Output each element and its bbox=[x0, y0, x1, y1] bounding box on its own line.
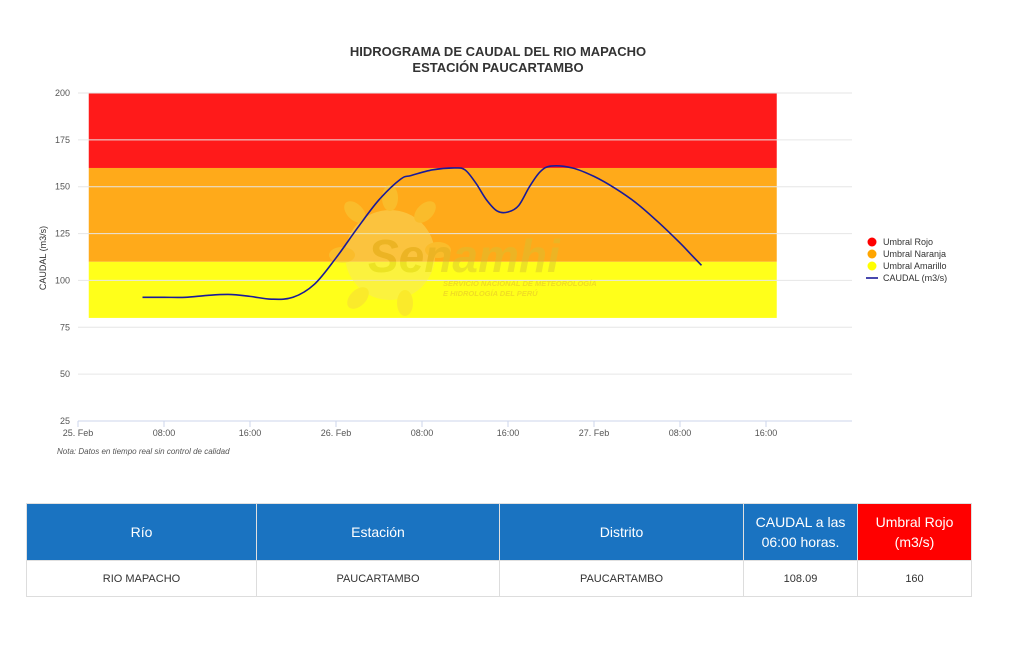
y-tick-label: 200 bbox=[55, 88, 70, 98]
watermark-tagline-2: E HIDROLOGÍA DEL PERÚ bbox=[443, 289, 538, 298]
band-umbral-rojo bbox=[88, 93, 777, 168]
chart-subtitle: ESTACIÓN PAUCARTAMBO bbox=[412, 60, 583, 75]
x-tick-label: 16:00 bbox=[497, 428, 520, 438]
x-tick-label: 16:00 bbox=[239, 428, 262, 438]
chart-svg: HIDROGRAMA DE CAUDAL DEL RIO MAPACHO EST… bbox=[38, 44, 947, 456]
chart-legend: Umbral Rojo Umbral Naranja Umbral Amarillo… bbox=[866, 237, 947, 283]
threshold-bands bbox=[88, 93, 777, 318]
legend-marker bbox=[867, 237, 877, 247]
y-tick-label: 175 bbox=[55, 135, 70, 145]
x-tick-label: 26. Feb bbox=[321, 428, 352, 438]
cell-estacion: PAUCARTAMBO bbox=[256, 560, 500, 597]
x-tick-label: 08:00 bbox=[153, 428, 176, 438]
band-umbral-amarillo bbox=[88, 261, 777, 318]
x-tick-label: 08:00 bbox=[411, 428, 434, 438]
header-distrito: Distrito bbox=[499, 503, 744, 561]
chart-axes: 25 50 75 100 125 150 175 200 25. Feb 08:00 16:00 26… bbox=[55, 88, 852, 438]
watermark-brand: Senamhi bbox=[368, 230, 561, 282]
cell-caudal: 108.09 bbox=[743, 560, 858, 597]
data-quality-note: Nota: Datos en tiempo real sin control d… bbox=[57, 447, 230, 456]
x-tick-label: 08:00 bbox=[669, 428, 692, 438]
y-tick-label: 150 bbox=[55, 182, 70, 192]
sun-logo-icon bbox=[345, 210, 435, 300]
x-tick-label: 27. Feb bbox=[579, 428, 610, 438]
header-umbral-rojo: Umbral Rojo (m3/s) bbox=[857, 503, 972, 561]
sun-rays-icon bbox=[329, 185, 451, 316]
cell-distrito: PAUCARTAMBO bbox=[499, 560, 744, 597]
legend-item-label: CAUDAL (m3/s) bbox=[883, 273, 947, 283]
chart-title: HIDROGRAMA DE CAUDAL DEL RIO MAPACHO bbox=[350, 44, 646, 59]
legend-item-label: Umbral Rojo bbox=[883, 237, 933, 247]
table-row: RIO MAPACHO PAUCARTAMBO PAUCARTAMBO 108.… bbox=[26, 560, 972, 597]
hydrograph-chart: HIDROGRAMA DE CAUDAL DEL RIO MAPACHO EST… bbox=[38, 44, 947, 456]
cell-rio: RIO MAPACHO bbox=[26, 560, 257, 597]
legend-marker bbox=[867, 249, 877, 259]
y-tick-label: 75 bbox=[60, 322, 70, 332]
legend-item-label: Umbral Amarillo bbox=[883, 261, 947, 271]
x-tick-label: 25. Feb bbox=[63, 428, 94, 438]
table-header-row: Río Estación Distrito CAUDAL a las 06:00… bbox=[26, 503, 972, 561]
series-layer bbox=[142, 165, 703, 301]
header-caudal: CAUDAL a las 06:00 horas. bbox=[743, 503, 858, 561]
y-axis-title: CAUDAL (m3/s) bbox=[38, 226, 48, 290]
y-tick-label: 50 bbox=[60, 369, 70, 379]
header-rio: Río bbox=[26, 503, 257, 561]
legend-marker bbox=[867, 261, 877, 271]
y-tick-label: 100 bbox=[55, 275, 70, 285]
x-tick-label: 16:00 bbox=[755, 428, 778, 438]
series-line-caudal bbox=[142, 165, 703, 301]
band-umbral-naranja bbox=[88, 167, 777, 262]
cell-umbral-rojo: 160 bbox=[857, 560, 972, 597]
station-table: Río Estación Distrito CAUDAL a las 06:00… bbox=[26, 503, 972, 597]
y-tick-label: 125 bbox=[55, 229, 70, 239]
header-estacion: Estación bbox=[256, 503, 500, 561]
y-tick-label: 25 bbox=[60, 416, 70, 426]
watermark-tagline-1: SERVICIO NACIONAL DE METEOROLOGÍA bbox=[443, 279, 597, 288]
legend-item-label: Umbral Naranja bbox=[883, 249, 946, 259]
senamhi-watermark: Senamhi SERVICIO NACIONAL DE METEOROLOGÍ… bbox=[329, 185, 597, 316]
